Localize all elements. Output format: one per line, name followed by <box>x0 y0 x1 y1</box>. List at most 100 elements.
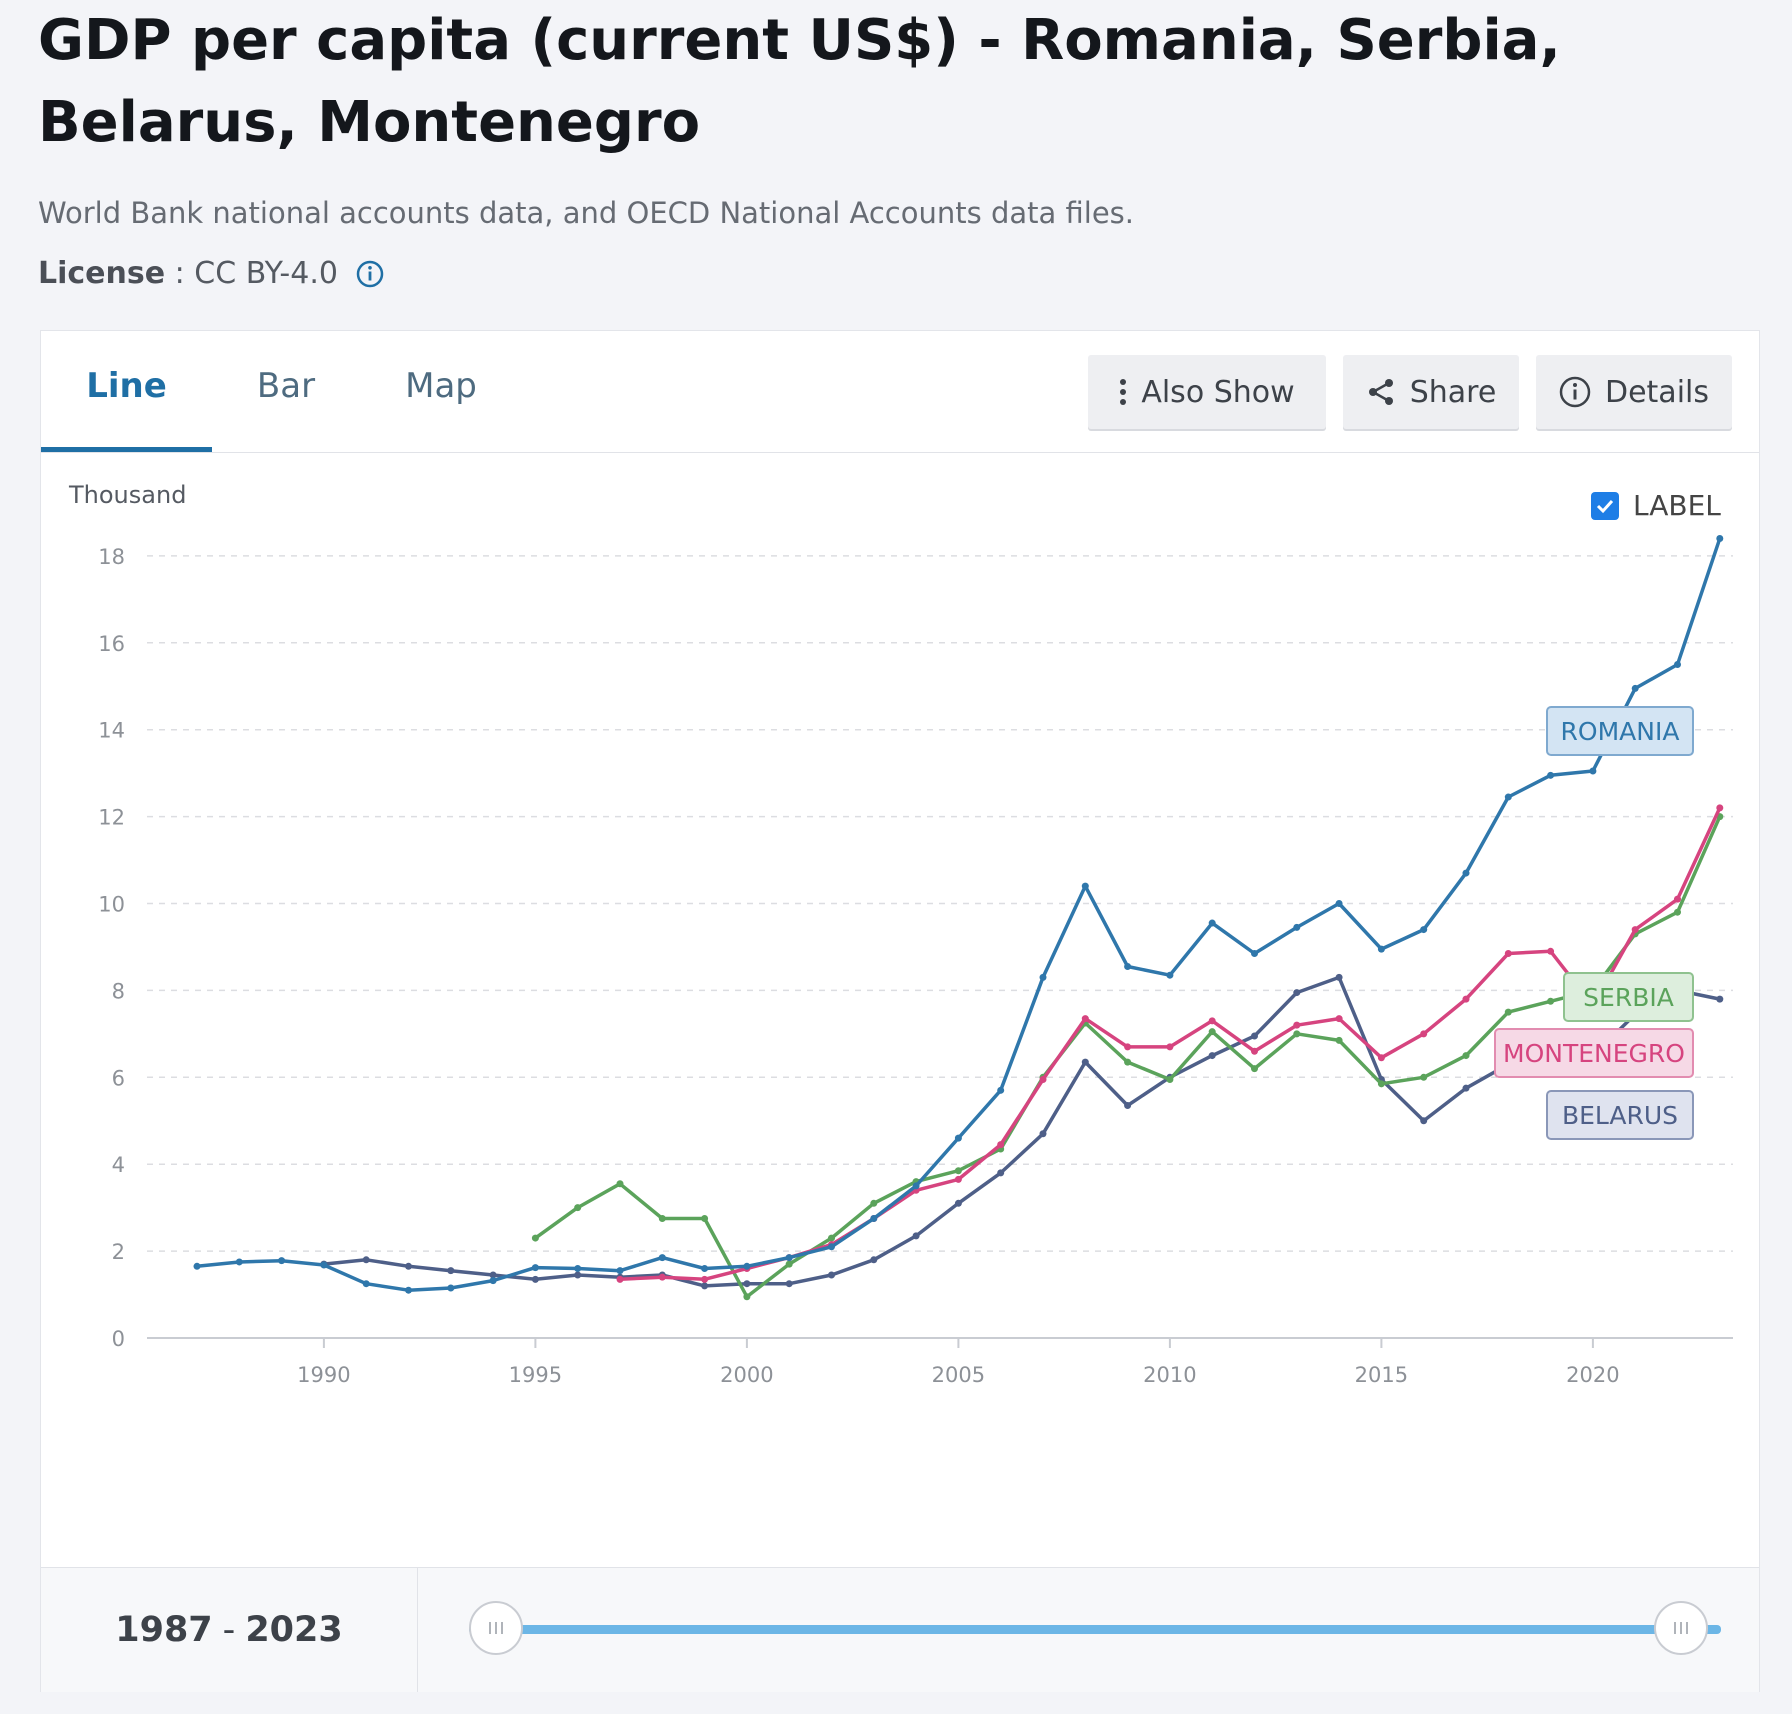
data-point-belarus <box>701 1282 709 1290</box>
label-checkbox[interactable] <box>1591 491 1619 520</box>
y-tick-label: 12 <box>98 806 125 830</box>
tab-line[interactable]: Line <box>41 331 212 452</box>
y-tick-label: 2 <box>112 1240 125 1264</box>
series-label-box <box>1546 706 1694 756</box>
data-point-serbia <box>1462 1052 1470 1060</box>
data-point-romania <box>1631 684 1639 692</box>
details-button[interactable]: Details <box>1536 355 1732 429</box>
data-point-belarus <box>1251 1032 1258 1040</box>
data-point-romania <box>1208 919 1216 927</box>
data-point-belarus <box>405 1262 412 1270</box>
series-label-text: SERBIA <box>1583 983 1674 1012</box>
tab-map[interactable]: Map <box>405 366 477 406</box>
data-point-montenegro <box>997 1141 1005 1149</box>
data-point-belarus <box>828 1271 835 1279</box>
x-tick-label: 2000 <box>720 1363 773 1387</box>
data-point-belarus <box>997 1169 1005 1177</box>
info-icon[interactable] <box>356 260 384 288</box>
more-vertical-icon <box>1120 379 1127 405</box>
data-point-belarus <box>870 1256 878 1264</box>
data-point-belarus <box>1081 1058 1089 1066</box>
data-point-serbia <box>531 1234 539 1242</box>
data-point-romania <box>954 1134 962 1142</box>
chart-area: 0 2 4 6 8 10 12 14 16 18 1990 1995 2000 2005 2010 2015 2… <box>41 453 1759 1558</box>
data-point-montenegro <box>616 1275 624 1283</box>
data-point-belarus <box>912 1232 920 1240</box>
x-tick-label: 2015 <box>1355 1363 1408 1387</box>
y-tick-label: 16 <box>98 632 125 656</box>
data-point-romania <box>658 1254 666 1262</box>
tab-bar[interactable]: Bar <box>256 366 316 406</box>
data-point-montenegro <box>1674 895 1681 903</box>
also-show-button[interactable]: Also Show <box>1088 355 1326 429</box>
data-point-serbia <box>1293 1030 1301 1038</box>
share-button[interactable]: Share <box>1343 355 1519 429</box>
x-tick-label: 2010 <box>1143 1363 1196 1387</box>
data-point-montenegro <box>1166 1043 1174 1051</box>
data-point-romania <box>1039 973 1047 981</box>
page-title: GDP per capita (current US$) - Romania, … <box>38 8 1561 155</box>
data-point-serbia <box>1547 997 1555 1005</box>
data-point-romania <box>1589 767 1597 775</box>
range-start-handle[interactable] <box>469 1601 523 1655</box>
data-point-belarus <box>362 1256 370 1264</box>
details-label: Details <box>1604 374 1709 410</box>
data-point-serbia <box>616 1180 624 1188</box>
data-point-romania <box>1335 900 1343 907</box>
view-tabs: Line Bar Map Also Show Share Details <box>41 331 1759 453</box>
data-point-belarus <box>1039 1130 1047 1138</box>
data-point-montenegro <box>1716 804 1724 812</box>
grip-icon <box>1674 1622 1688 1634</box>
data-point-serbia <box>828 1234 835 1242</box>
data-point-montenegro <box>1124 1043 1132 1051</box>
data-point-serbia <box>743 1293 751 1301</box>
source-note: World Bank national accounts data, and O… <box>38 196 1134 230</box>
data-point-montenegro <box>658 1273 666 1281</box>
data-point-romania <box>531 1264 539 1272</box>
y-tick-label: 4 <box>112 1153 125 1177</box>
data-point-serbia <box>1420 1073 1428 1081</box>
data-point-romania <box>1504 793 1512 801</box>
data-point-montenegro <box>1081 1015 1089 1023</box>
data-point-montenegro <box>1208 1017 1216 1025</box>
data-point-romania <box>193 1262 201 1270</box>
data-point-serbia <box>1124 1058 1132 1066</box>
data-point-belarus <box>574 1271 582 1279</box>
grip-icon <box>489 1622 503 1634</box>
data-point-montenegro <box>1462 995 1470 1003</box>
data-point-montenegro <box>1335 1015 1343 1023</box>
series-label-belarus: BELARUS <box>1546 1090 1694 1140</box>
data-point-serbia <box>1377 1080 1385 1088</box>
data-point-belarus <box>1420 1117 1428 1125</box>
data-point-romania <box>574 1264 582 1272</box>
also-show-label: Also Show <box>1141 374 1295 410</box>
data-point-belarus <box>1208 1052 1216 1060</box>
license-value: CC BY-4.0 <box>194 256 338 291</box>
data-point-romania <box>1293 923 1301 931</box>
data-point-belarus <box>1716 995 1724 1003</box>
data-point-montenegro <box>1547 947 1555 955</box>
y-tick-label: 0 <box>112 1327 125 1351</box>
data-point-serbia <box>1335 1036 1343 1044</box>
data-point-romania <box>870 1215 878 1223</box>
series-label-box <box>1563 972 1694 1022</box>
data-point-belarus <box>743 1280 751 1288</box>
data-point-romania <box>997 1086 1005 1094</box>
data-point-belarus <box>1462 1084 1470 1092</box>
data-point-romania <box>743 1262 751 1270</box>
data-point-romania <box>616 1267 624 1275</box>
chart-card: Line Bar Map Also Show Share Details 0 2 4… <box>40 330 1760 1692</box>
series-label-montenegro: MONTENEGRO <box>1494 1028 1694 1078</box>
range-slider-track[interactable] <box>469 1625 1721 1634</box>
label-toggle[interactable]: LABEL <box>1591 489 1721 522</box>
data-point-serbia <box>870 1199 878 1207</box>
series-line-belarus <box>323 975 1721 1288</box>
info-circle-icon <box>1559 376 1591 408</box>
series-label-serbia: SERBIA <box>1563 972 1694 1022</box>
data-point-romania <box>1081 882 1089 890</box>
range-end: 2023 <box>245 1610 343 1650</box>
y-tick-label: 10 <box>98 893 125 917</box>
data-point-montenegro <box>954 1175 962 1183</box>
range-end-handle[interactable] <box>1654 1601 1708 1655</box>
data-point-romania <box>278 1257 286 1265</box>
